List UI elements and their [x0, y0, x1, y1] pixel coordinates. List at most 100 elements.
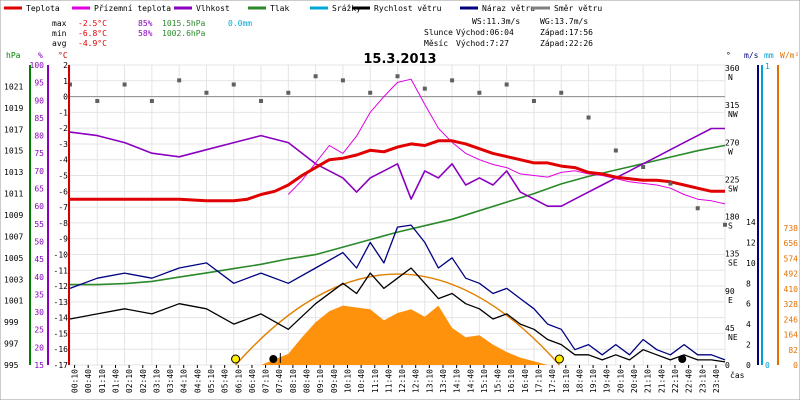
wind-direction-point [559, 90, 564, 95]
wind-direction-point [450, 78, 455, 83]
humidity-tick: 100 [30, 61, 45, 70]
humidity-tick: 95 [34, 79, 44, 88]
temperature-tick: -12 [54, 282, 69, 291]
pressure-tick: 1017 [4, 125, 23, 134]
x-tick-label: 11:40 [384, 369, 393, 393]
x-tick-label: 20:10 [616, 369, 625, 393]
wind-dir-tick: 135 [725, 250, 740, 259]
legend-item-6: Náraz větru [460, 4, 535, 13]
stat-min-hum: 58% [138, 29, 153, 38]
sun-label: Slunce [424, 28, 453, 37]
temperature-tick: -11 [54, 266, 69, 275]
temperature-tick: -6 [58, 187, 68, 196]
humidity-tick: 40 [34, 273, 44, 282]
wind-speed-tick: 0 [746, 361, 751, 370]
wind-speed-tick: 14 [746, 218, 756, 227]
pressure-tick: 1007 [4, 232, 23, 241]
x-tick-label: 02:40 [139, 369, 148, 393]
wind-direction-point [231, 82, 236, 87]
moonrise-icon [269, 355, 278, 363]
sun-rise: Východ:06:04 [456, 28, 514, 37]
wind-direction-point [286, 90, 291, 95]
solar-tick: 328 [784, 300, 799, 309]
chart-title: 15.3.2013 [363, 52, 436, 67]
temperature-tick: 1 [63, 77, 68, 86]
compass-tick: SW [728, 184, 738, 193]
temperature-tick: -15 [54, 329, 69, 338]
humidity-tick: 55 [34, 220, 44, 229]
wind-speed-tick: 6 [746, 300, 751, 309]
solar-tick: 492 [784, 270, 799, 279]
pressure-tick: 1015 [4, 147, 23, 156]
humidity-tick: 80 [34, 132, 44, 141]
x-tick-label: 13:40 [439, 369, 448, 393]
sun-set: Západ:17:56 [540, 28, 593, 37]
x-tick-label: 22:10 [671, 369, 680, 393]
legend-label: Srážky [332, 4, 361, 13]
x-tick-label: 18:40 [575, 369, 584, 393]
series-wind-line [69, 267, 726, 363]
compass-tick: S [728, 222, 733, 231]
humidity-tick: 35 [34, 290, 44, 299]
sun-moon-markers [231, 353, 687, 364]
pressure-tick: 1001 [4, 297, 23, 306]
legend-label: Směr větru [554, 4, 602, 13]
temperature-tick: -4 [58, 156, 68, 165]
legend-item-7: Směr větru [532, 4, 602, 13]
stat-max-hum: 85% [138, 19, 153, 28]
temperature-tick: -7 [58, 203, 68, 212]
x-tick-label: 17:10 [535, 369, 544, 393]
stat-min-temp: -6.8°C [78, 29, 107, 38]
wind-speed-tick: 12 [746, 238, 756, 247]
wind-dir-tick: 90 [725, 287, 735, 296]
humidity-tick: 60 [34, 202, 44, 211]
compass-tick: N [728, 73, 733, 82]
x-tick-label: 19:10 [589, 369, 598, 393]
x-tick-label: 10:10 [343, 369, 352, 393]
legend-item-1: Přízemní teplota [72, 4, 171, 13]
moon-label: Měsíc [424, 39, 448, 48]
wind-direction-point [204, 90, 209, 95]
wind-direction-layer [68, 74, 727, 227]
legend-label: Teplota [26, 4, 60, 13]
stat-max-label: max [52, 19, 67, 28]
wind-direction-point [422, 86, 427, 91]
temperature-tick: -3 [58, 140, 68, 149]
legend: Teplota Přízemní teplota Vlhkost Tlak Srážky… [4, 4, 602, 13]
temperature-tick: -8 [58, 219, 68, 228]
compass-tick: SE [728, 259, 738, 268]
info-block: WS:11.3m/s WG:13.7m/s Slunce Východ:06:0… [424, 17, 593, 48]
wind-direction-point [340, 78, 345, 83]
humidity-tick: 75 [34, 149, 44, 158]
stats-block: max -2.5°C 85% 1015.5hPa 0.0mm min -6.8°… [52, 19, 252, 48]
wind-direction-point [95, 99, 100, 103]
solar-tick: 0 [793, 361, 798, 370]
x-tick-label: 04:10 [180, 369, 189, 393]
wind-direction-point [723, 222, 727, 227]
pressure-tick: 1009 [4, 211, 23, 220]
temperature-tick: -1 [58, 108, 68, 117]
x-tick-label: 13:10 [425, 369, 434, 393]
x-tick-label: 21:40 [657, 369, 666, 393]
x-tick-label: 09:40 [330, 369, 339, 393]
pressure-tick: 1003 [4, 275, 23, 284]
temperature-tick: 2 [63, 61, 68, 70]
wind-dir-tick: 45 [725, 324, 735, 333]
temperature-tick: -5 [58, 172, 68, 181]
series-humidity-line [69, 127, 725, 207]
wind-direction-point [586, 115, 591, 120]
humidity-tick: 20 [34, 343, 44, 352]
series-layer [69, 78, 726, 363]
pressure-tick: 995 [4, 361, 19, 370]
x-tick-label: 08:10 [289, 369, 298, 393]
stat-max-press: 1015.5hPa [162, 19, 206, 28]
x-tick-label: 01:10 [98, 369, 107, 393]
x-tick-label: 21:10 [644, 369, 653, 393]
compass-tick: NE [728, 333, 738, 342]
wind-direction-point [395, 74, 400, 79]
x-tick-label: 10:40 [357, 369, 366, 393]
axis-unit-deg: ° [726, 51, 731, 60]
compass-tick: E [728, 296, 733, 305]
x-tick-label: 22:40 [685, 369, 694, 393]
